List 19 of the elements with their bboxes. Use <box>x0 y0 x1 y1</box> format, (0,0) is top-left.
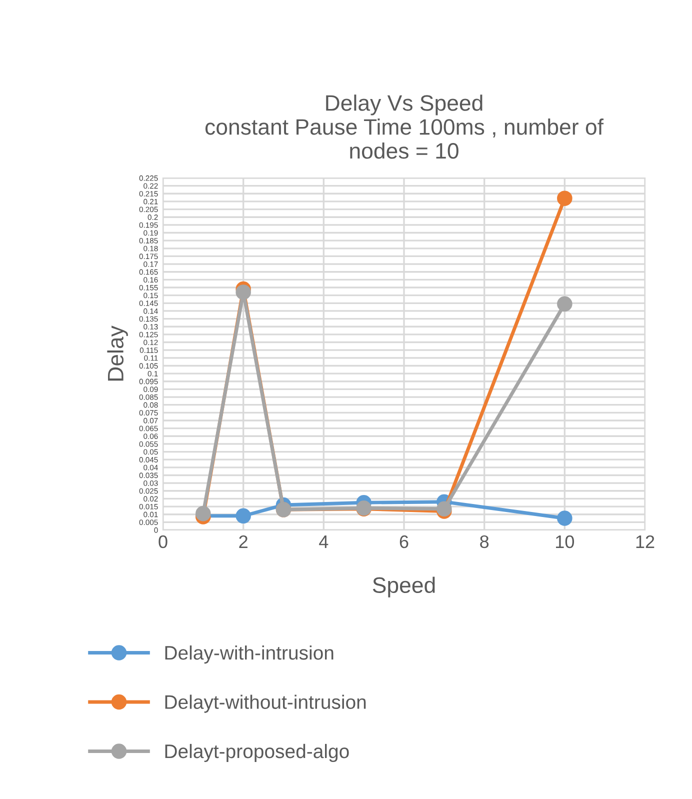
point <box>236 508 251 524</box>
chart-title: Delay Vs Speed constant Pause Time 100ms , number of nodes = 10 <box>205 94 604 159</box>
x-tick-label: 6 <box>400 535 408 548</box>
x-tick-label: 8 <box>480 535 489 548</box>
point <box>557 190 572 206</box>
x-tick-label: 4 <box>319 536 328 548</box>
legend-label: Delay-with-intrusion <box>165 645 334 664</box>
legend-label: Delayt-proposed-algo <box>165 744 349 762</box>
x-tick-label: 0 <box>158 535 168 548</box>
point <box>196 506 211 522</box>
x-axis-title: Speed <box>372 576 435 598</box>
point <box>236 284 251 300</box>
point <box>557 296 572 312</box>
y-axis-title: Delay <box>107 326 128 381</box>
x-tick-label: 12 <box>636 535 654 548</box>
x-tick-label: 10 <box>556 535 574 548</box>
legend-label: Delayt-without-intrusion <box>165 694 366 713</box>
x-tick-label: 2 <box>239 535 248 548</box>
point <box>557 510 572 526</box>
